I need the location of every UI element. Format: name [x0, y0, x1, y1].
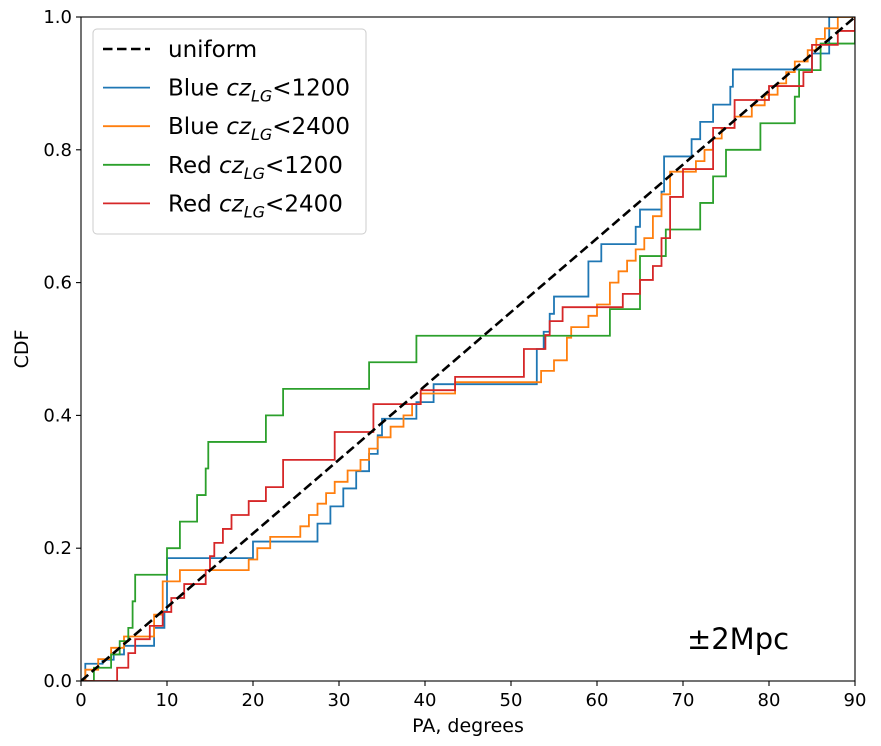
legend-entry-3: Red czLG<1200: [103, 153, 343, 183]
series-line-1: [81, 17, 855, 681]
range-annotation: ±2Mpc: [687, 622, 789, 656]
plot-area: [81, 17, 855, 681]
y-tick-label: 0.2: [43, 538, 72, 559]
legend-entry-uniform: uniform: [103, 37, 257, 63]
y-tick-label: 0.8: [43, 140, 72, 161]
legend-label: Red czLG<1200: [168, 153, 343, 183]
x-tick-label: 30: [328, 690, 351, 711]
series-line-4: [81, 17, 855, 681]
series-line-3: [81, 17, 855, 681]
y-tick-label: 0.6: [43, 273, 72, 294]
x-axis-label: PA, degrees: [412, 715, 524, 737]
legend-entry-1: Blue czLG<1200: [103, 76, 350, 106]
y-axis-label: CDF: [11, 330, 33, 369]
legend-box: [92, 28, 367, 235]
x-tick-label: 60: [586, 690, 609, 711]
y-tick-label: 1.0: [43, 7, 72, 28]
legend-entry-2: Blue czLG<2400: [103, 114, 350, 144]
legend-label: uniform: [168, 37, 257, 63]
x-tick-label: 80: [758, 690, 781, 711]
uniform-reference-line: [81, 17, 855, 681]
x-tick-label: 50: [500, 690, 523, 711]
axes: 0 10 20 30 40 50 60 70 80 90 0.0 0.2 0.4 0.6 0.8 1.0: [43, 7, 866, 711]
legend-entry-4: Red czLG<2400: [103, 191, 343, 221]
axes-frame: [80, 16, 856, 682]
legend: uniform Blue czLG<1200 Blue czLG<2400 Red c…: [92, 28, 367, 235]
x-tick-label: 0: [75, 690, 86, 711]
x-tick-label: 70: [672, 690, 695, 711]
x-tick-label: 10: [156, 690, 179, 711]
y-tick-label: 0.0: [43, 671, 72, 692]
series-layer: [81, 17, 855, 681]
x-tick-label: 20: [242, 690, 265, 711]
series-line-2: [81, 17, 855, 681]
y-tick-label: 0.4: [43, 405, 72, 426]
legend-label: Blue czLG<1200: [168, 76, 350, 106]
x-tick-label: 90: [844, 690, 867, 711]
legend-label: Red czLG<2400: [168, 191, 343, 221]
x-tick-label: 40: [414, 690, 437, 711]
legend-label: Blue czLG<2400: [168, 114, 350, 144]
